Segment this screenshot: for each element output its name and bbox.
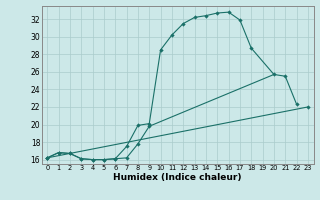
X-axis label: Humidex (Indice chaleur): Humidex (Indice chaleur) <box>113 173 242 182</box>
